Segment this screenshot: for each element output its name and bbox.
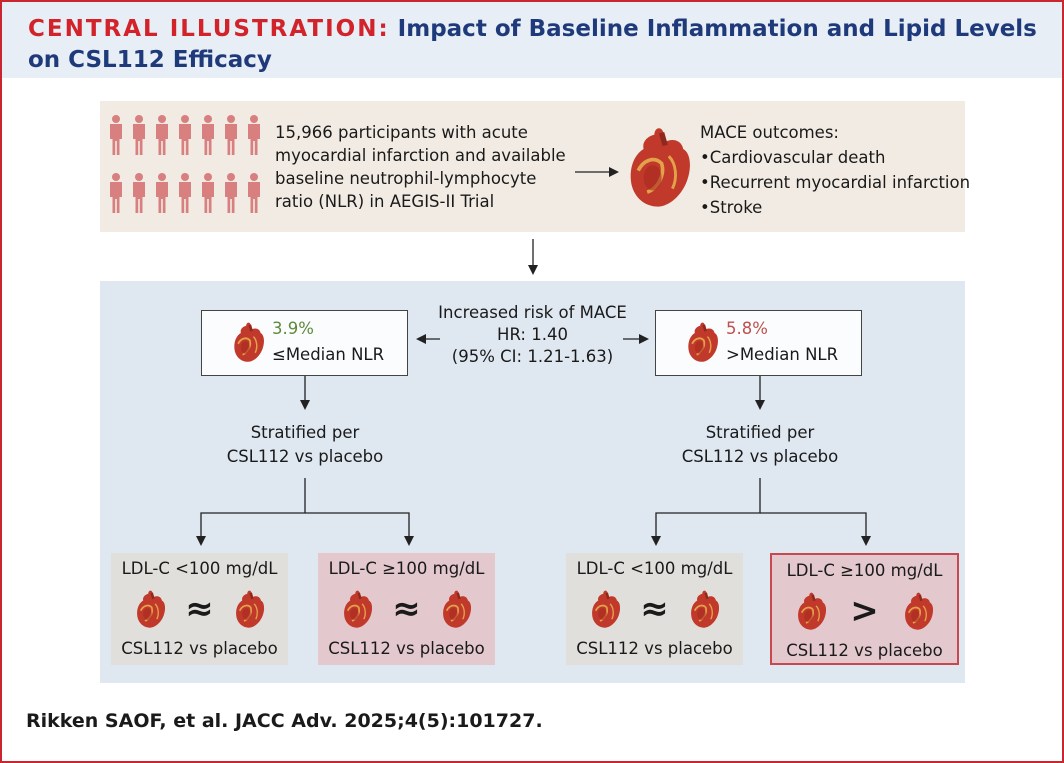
low-nlr-label: ≤Median NLR (272, 345, 385, 364)
confidence-interval: (95% CI: 1.21-1.63) (451, 347, 614, 366)
heart-icon (232, 587, 266, 631)
page-title: CENTRAL ILLUSTRATION: Impact of Baseline… (28, 14, 1048, 76)
low-nlr-stratification: Stratified per CSL112 vs placebo (185, 421, 425, 469)
heart-icon (684, 318, 720, 366)
risk-summary: Increased risk of MACE HR: 1.40 (95% CI:… (430, 302, 635, 368)
citation: Rikken SAOF, et al. JACC Adv. 2025;4(5):… (26, 710, 543, 732)
comparison-label: CSL112 vs placebo (328, 639, 485, 658)
header-bar: CENTRAL ILLUSTRATION: Impact of Baseline… (2, 2, 1062, 78)
comparison-symbol: > (850, 591, 879, 631)
low-nlr-box: 3.9% ≤Median NLR (201, 310, 408, 376)
stratification-line: Stratified per (250, 423, 360, 442)
comparison-label: CSL112 vs placebo (576, 639, 733, 658)
heart-icon (230, 318, 266, 366)
comparison-symbol: ≈ (392, 589, 421, 629)
mace-item: Recurrent myocardial infarction (700, 170, 970, 195)
subgroup-box: LDL-C ≥100 mg/dL > CSL112 vs placebo (770, 553, 959, 665)
title-label: CENTRAL ILLUSTRATION: (28, 16, 390, 42)
high-nlr-stratification: Stratified per CSL112 vs placebo (640, 421, 880, 469)
subgroup-box: LDL-C ≥100 mg/dL ≈ CSL112 vs placebo (318, 553, 495, 665)
subgroup-box: LDL-C <100 mg/dL ≈ CSL112 vs placebo (111, 553, 288, 665)
mace-item: Cardiovascular death (700, 145, 970, 170)
subgroup-box: LDL-C <100 mg/dL ≈ CSL112 vs placebo (566, 553, 743, 665)
title-text: Impact of Baseline Inflammation and Lipi… (28, 16, 1037, 73)
heart-icon (439, 587, 473, 631)
high-nlr-box: 5.8% >Median NLR (655, 310, 862, 376)
ldl-label: LDL-C ≥100 mg/dL (328, 559, 485, 578)
stratification-line: CSL112 vs placebo (226, 447, 384, 466)
stratification-line: CSL112 vs placebo (681, 447, 839, 466)
hazard-ratio: HR: 1.40 (497, 325, 568, 344)
mace-title: MACE outcomes: (700, 123, 839, 142)
heart-icon (901, 589, 935, 633)
stratification-line: Stratified per (705, 423, 815, 442)
ldl-label: LDL-C ≥100 mg/dL (786, 561, 943, 580)
mace-list: Cardiovascular death Recurrent myocardia… (700, 145, 970, 220)
comparison-label: CSL112 vs placebo (121, 639, 278, 658)
heart-icon (687, 587, 721, 631)
comparison-label: CSL112 vs placebo (786, 641, 943, 660)
ldl-label: LDL-C <100 mg/dL (121, 559, 278, 578)
mace-item: Stroke (700, 195, 970, 220)
high-nlr-label: >Median NLR (726, 345, 839, 364)
low-nlr-event-rate: 3.9% (272, 319, 314, 338)
comparison-symbol: ≈ (640, 589, 669, 629)
ldl-label: LDL-C <100 mg/dL (576, 559, 733, 578)
population-description: 15,966 participants with acute myocardia… (275, 123, 566, 211)
comparison-symbol: ≈ (185, 589, 214, 629)
risk-title: Increased risk of MACE (438, 303, 627, 322)
high-nlr-event-rate: 5.8% (726, 319, 768, 338)
